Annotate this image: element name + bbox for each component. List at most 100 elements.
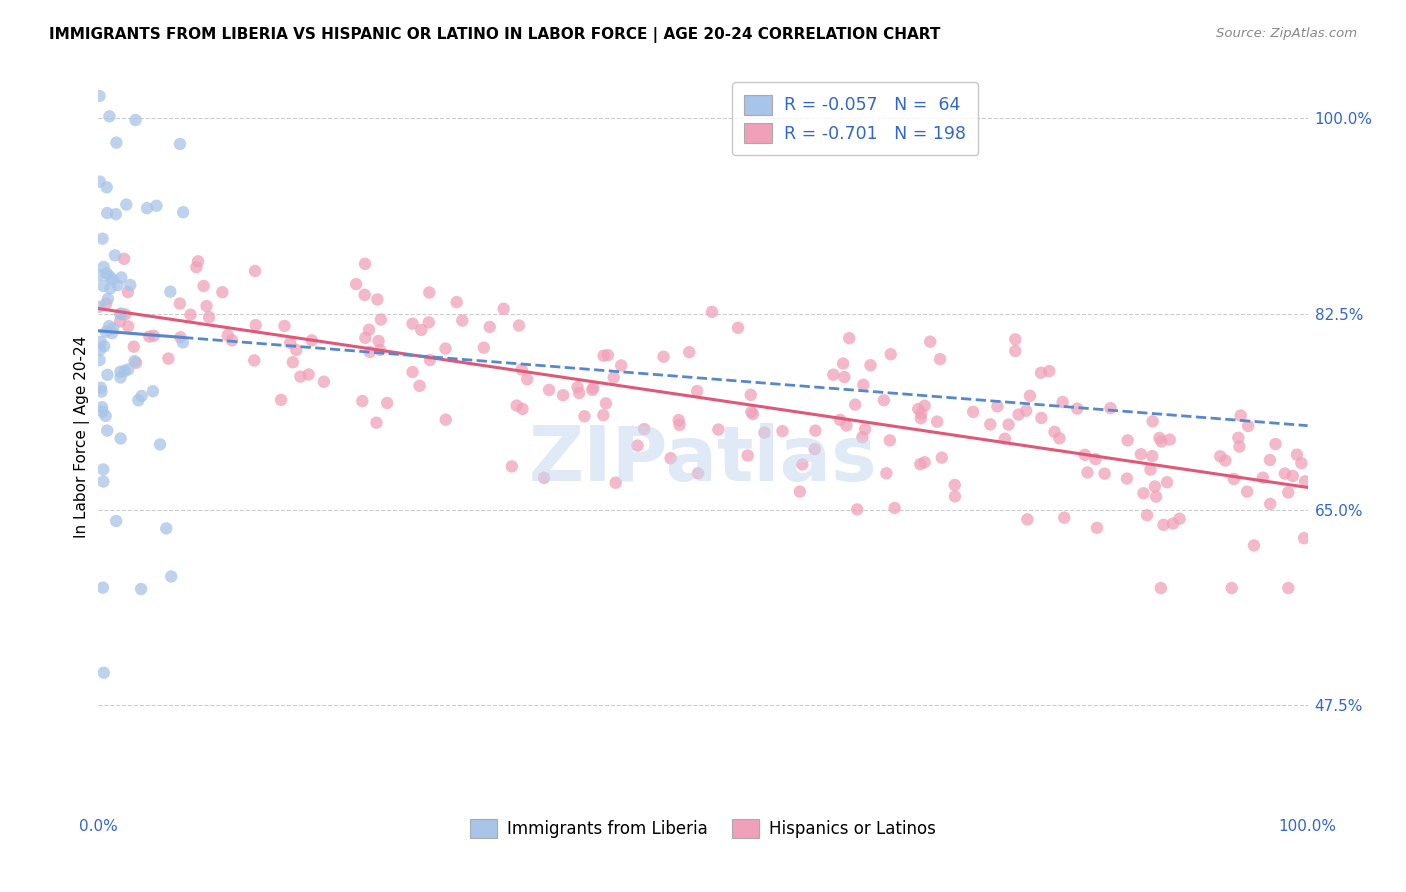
Point	[367, 334, 389, 348]
Point	[1085, 521, 1108, 535]
Point	[880, 347, 903, 361]
Point	[700, 305, 723, 319]
Point	[285, 343, 308, 357]
Point	[510, 362, 533, 376]
Point	[375, 396, 398, 410]
Point	[142, 329, 165, 343]
Point	[93, 665, 115, 680]
Point	[686, 384, 709, 398]
Point	[910, 407, 932, 421]
Point	[114, 364, 136, 378]
Point	[1229, 409, 1251, 423]
Point	[1074, 448, 1097, 462]
Point	[512, 401, 534, 416]
Point	[198, 310, 221, 325]
Point	[96, 368, 118, 382]
Point	[1220, 581, 1243, 595]
Point	[169, 136, 191, 151]
Point	[96, 206, 118, 220]
Point	[859, 358, 882, 372]
Point	[142, 384, 165, 399]
Point	[169, 296, 191, 310]
Point	[1258, 453, 1281, 467]
Point	[678, 345, 700, 359]
Point	[114, 307, 136, 321]
Point	[1004, 344, 1026, 359]
Point	[1094, 467, 1116, 481]
Point	[149, 437, 172, 451]
Point	[1017, 512, 1039, 526]
Point	[830, 413, 852, 427]
Point	[1291, 456, 1313, 470]
Point	[568, 386, 591, 401]
Point	[110, 307, 132, 321]
Point	[110, 365, 132, 379]
Point	[1143, 479, 1166, 493]
Text: IMMIGRANTS FROM LIBERIA VS HISPANIC OR LATINO IN LABOR FORCE | AGE 20-24 CORRELA: IMMIGRANTS FROM LIBERIA VS HISPANIC OR L…	[49, 27, 941, 43]
Point	[96, 180, 118, 194]
Point	[145, 199, 167, 213]
Point	[1243, 539, 1265, 553]
Point	[270, 392, 292, 407]
Point	[96, 424, 118, 438]
Point	[211, 285, 233, 300]
Point	[626, 439, 648, 453]
Point	[592, 349, 614, 363]
Point	[478, 320, 501, 334]
Point	[312, 375, 335, 389]
Point	[582, 381, 605, 395]
Point	[910, 411, 932, 425]
Point	[979, 417, 1001, 432]
Point	[1139, 462, 1161, 476]
Legend: Immigrants from Liberia, Hispanics or Latinos: Immigrants from Liberia, Hispanics or La…	[464, 812, 942, 845]
Point	[516, 372, 538, 386]
Point	[1043, 425, 1066, 439]
Point	[1258, 497, 1281, 511]
Point	[1031, 411, 1053, 425]
Point	[927, 415, 949, 429]
Point	[567, 380, 589, 394]
Point	[125, 356, 148, 370]
Point	[89, 343, 111, 357]
Point	[914, 455, 936, 469]
Point	[157, 351, 180, 366]
Point	[243, 353, 266, 368]
Point	[538, 383, 561, 397]
Point	[652, 350, 675, 364]
Point	[1053, 510, 1076, 524]
Point	[97, 292, 120, 306]
Point	[668, 413, 690, 427]
Point	[943, 478, 966, 492]
Point	[344, 277, 367, 291]
Point	[1159, 433, 1181, 447]
Point	[592, 409, 614, 423]
Point	[96, 267, 118, 281]
Point	[1150, 434, 1173, 449]
Point	[368, 343, 391, 357]
Point	[633, 422, 655, 436]
Point	[835, 418, 858, 433]
Point	[1294, 531, 1316, 545]
Point	[117, 285, 139, 299]
Point	[741, 407, 763, 421]
Point	[89, 300, 111, 314]
Point	[136, 201, 159, 215]
Point	[117, 362, 139, 376]
Point	[1099, 401, 1122, 416]
Point	[115, 197, 138, 211]
Point	[492, 301, 515, 316]
Point	[172, 335, 194, 350]
Point	[93, 279, 115, 293]
Point	[1132, 486, 1154, 500]
Point	[90, 384, 112, 399]
Point	[1264, 437, 1286, 451]
Point	[91, 404, 114, 418]
Point	[434, 342, 457, 356]
Point	[789, 484, 811, 499]
Point	[823, 368, 845, 382]
Point	[281, 355, 304, 369]
Point	[89, 89, 111, 103]
Point	[187, 254, 209, 268]
Point	[124, 354, 146, 368]
Point	[169, 330, 191, 344]
